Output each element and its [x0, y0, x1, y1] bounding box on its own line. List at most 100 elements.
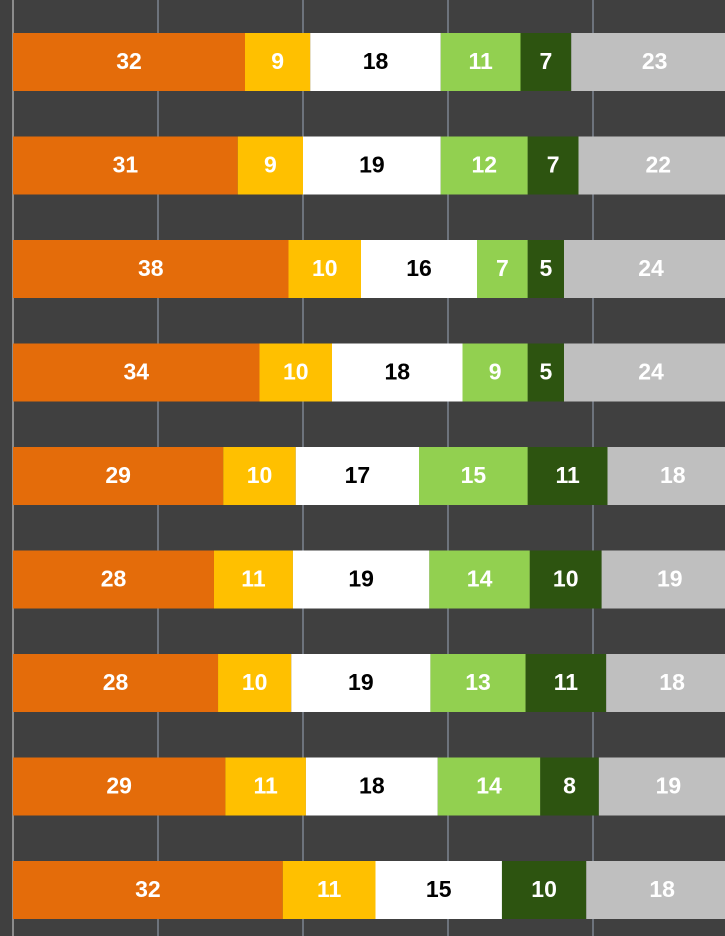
- bar-segment: [292, 550, 430, 609]
- bar-segment: [578, 136, 725, 195]
- bar-segment: [437, 757, 541, 816]
- data-label: 14: [476, 773, 502, 799]
- data-label: 18: [384, 359, 410, 385]
- data-label: 8: [563, 773, 576, 799]
- data-label: 32: [116, 48, 142, 74]
- data-label: 24: [638, 255, 664, 281]
- data-label: 10: [247, 462, 273, 488]
- bar-segment: [419, 447, 528, 505]
- data-label: 14: [467, 566, 493, 592]
- bar-segment: [332, 343, 463, 402]
- bar-segment: [13, 861, 283, 919]
- data-label: 10: [553, 566, 579, 592]
- bar-segment: [527, 447, 608, 505]
- data-label: 10: [531, 876, 557, 902]
- data-label: 11: [554, 669, 579, 695]
- data-label: 29: [106, 773, 132, 799]
- data-label: 7: [547, 152, 560, 178]
- bar-segment: [295, 447, 419, 505]
- bar-segment: [310, 33, 441, 91]
- data-label: 11: [555, 462, 580, 488]
- data-label: 29: [105, 462, 131, 488]
- data-label: 5: [539, 255, 552, 281]
- bar-segment: [564, 240, 725, 298]
- bar-segment: [13, 550, 214, 609]
- data-label: 18: [659, 669, 685, 695]
- data-label: 19: [348, 566, 374, 592]
- data-label: 32: [135, 876, 161, 902]
- bar-segment: [501, 861, 587, 919]
- data-label: 18: [660, 462, 686, 488]
- bar-segment: [598, 757, 725, 816]
- bar-segment: [13, 343, 260, 402]
- bar-segment: [527, 240, 564, 298]
- bar-segment: [430, 654, 526, 712]
- bar-segment: [462, 343, 528, 402]
- bar-segment: [527, 343, 564, 402]
- data-label: 5: [539, 359, 552, 385]
- bar-segment: [606, 654, 725, 712]
- data-label: 9: [271, 48, 284, 74]
- data-label: 19: [656, 773, 682, 799]
- bar-segment: [305, 757, 438, 816]
- bar-segment: [540, 757, 599, 816]
- bar-segment: [440, 136, 528, 195]
- data-label: 18: [363, 48, 389, 74]
- bar-segment: [13, 136, 238, 195]
- bar-segment: [13, 654, 219, 712]
- data-label: 17: [345, 462, 371, 488]
- bar-segment: [13, 447, 224, 505]
- data-label: 11: [241, 566, 266, 592]
- data-label: 19: [657, 566, 683, 592]
- data-label: 24: [638, 359, 664, 385]
- bar-segment: [525, 654, 607, 712]
- data-label: 9: [264, 152, 277, 178]
- bar-segment: [303, 136, 441, 195]
- bar-segment: [259, 343, 332, 402]
- bar-segment: [527, 136, 579, 195]
- bar-segment: [607, 447, 725, 505]
- bar-segment: [375, 861, 502, 919]
- data-label: 9: [489, 359, 502, 385]
- bar-segment: [245, 33, 311, 91]
- bar-segment: [237, 136, 303, 195]
- bar-segment: [218, 654, 292, 712]
- bar-segment: [586, 861, 725, 919]
- data-label: 10: [312, 255, 338, 281]
- data-label: 19: [359, 152, 385, 178]
- bar-segment: [601, 550, 725, 609]
- bar-segment: [361, 240, 477, 298]
- data-label: 15: [461, 462, 487, 488]
- data-label: 38: [138, 255, 164, 281]
- data-label: 28: [101, 566, 127, 592]
- bar-segment: [520, 33, 572, 91]
- bar-segment: [429, 550, 530, 609]
- data-label: 19: [348, 669, 374, 695]
- data-label: 7: [496, 255, 509, 281]
- data-label: 28: [103, 669, 129, 695]
- bar-segment: [440, 33, 521, 91]
- data-label: 11: [317, 876, 342, 902]
- data-label: 10: [242, 669, 268, 695]
- data-label: 12: [471, 152, 497, 178]
- data-label: 16: [406, 255, 432, 281]
- data-label: 11: [468, 48, 493, 74]
- data-label: 18: [359, 773, 385, 799]
- bar-segment: [282, 861, 376, 919]
- data-label: 22: [645, 152, 671, 178]
- bar-segment: [564, 343, 725, 402]
- bar-segment: [13, 240, 289, 298]
- bar-segment: [529, 550, 602, 609]
- bar-segment: [291, 654, 431, 712]
- data-label: 23: [642, 48, 668, 74]
- data-label: 34: [123, 359, 149, 385]
- bar-segment: [225, 757, 306, 816]
- bar-segment: [13, 33, 245, 91]
- bar-segment: [288, 240, 361, 298]
- data-label: 13: [465, 669, 491, 695]
- data-label: 31: [113, 152, 139, 178]
- data-label: 11: [253, 773, 278, 799]
- data-label: 15: [426, 876, 452, 902]
- bar-segment: [571, 33, 725, 91]
